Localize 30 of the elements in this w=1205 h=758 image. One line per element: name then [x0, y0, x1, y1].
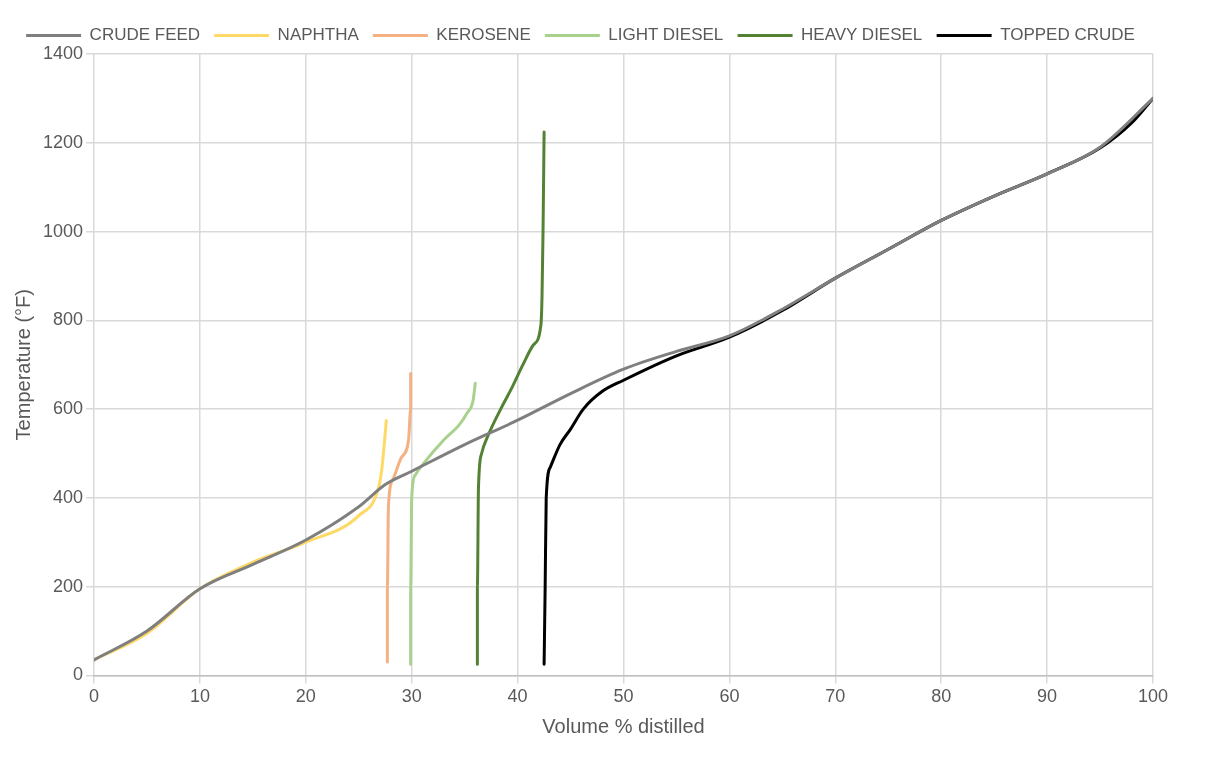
x-tick-label: 30	[401, 686, 422, 707]
y-tick-label: 200	[53, 575, 84, 596]
legend-label: NAPHTHA	[277, 25, 360, 45]
x-tick-label: 100	[1137, 686, 1169, 707]
y-axis-title: Temperature (°F)	[11, 289, 34, 441]
y-tick-label: 1200	[43, 131, 84, 152]
x-axis-title: Volume % distilled	[542, 714, 705, 737]
line-series	[385, 372, 413, 664]
legend-label: KEROSENE	[436, 25, 531, 45]
x-tick-label: 10	[189, 686, 210, 707]
legend-label: CRUDE FEED	[89, 25, 201, 45]
y-tick-label: 400	[53, 486, 84, 507]
legend-label: LIGHT DIESEL	[608, 25, 724, 45]
y-tick-label: 1000	[43, 220, 84, 241]
line-series	[475, 130, 546, 666]
x-tick-label: 70	[825, 686, 846, 707]
x-tick-label: 80	[931, 686, 952, 707]
y-tick-label: 600	[53, 398, 84, 419]
legend-label: HEAVY DIESEL	[801, 25, 923, 45]
x-tick-label: 50	[613, 686, 634, 707]
legend-label: TOPPED CRUDE	[1000, 25, 1135, 45]
x-tick-label: 90	[1037, 686, 1058, 707]
y-tick-label: 0	[73, 664, 84, 685]
x-tick-label: 60	[719, 686, 740, 707]
y-tick-label: 1400	[43, 42, 84, 63]
line-series	[409, 381, 477, 666]
x-tick-label: 0	[89, 686, 100, 707]
x-tick-label: 20	[295, 686, 316, 707]
x-tick-label: 40	[507, 686, 528, 707]
y-tick-label: 800	[53, 309, 84, 330]
